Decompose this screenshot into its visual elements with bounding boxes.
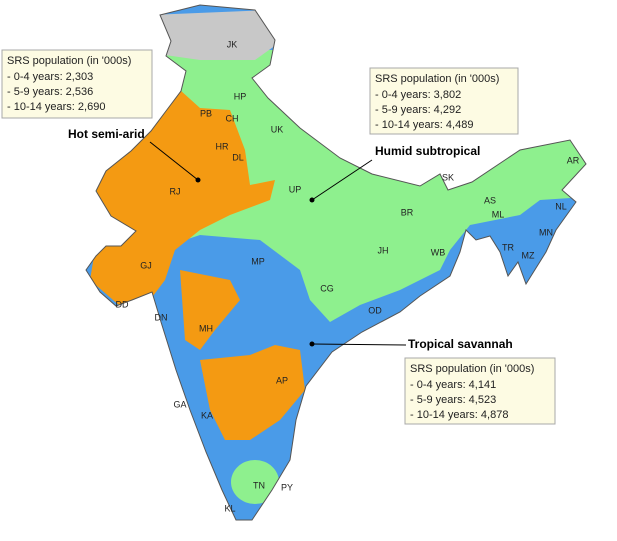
srs-line: - 5-9 years: 4,523 bbox=[410, 394, 496, 406]
state-label: OD bbox=[368, 305, 382, 315]
humid-subtropical-region bbox=[231, 460, 279, 504]
state-label: WB bbox=[431, 247, 446, 257]
srs-line: - 10-14 years: 4,878 bbox=[410, 409, 508, 421]
state-label: PY bbox=[281, 482, 293, 492]
zone-label: Hot semi-arid bbox=[68, 127, 145, 141]
state-label: BR bbox=[401, 207, 414, 217]
leader-dot bbox=[309, 197, 315, 203]
state-label: NL bbox=[555, 201, 567, 211]
state-label: MZ bbox=[522, 250, 535, 260]
srs-line: - 5-9 years: 4,292 bbox=[375, 104, 461, 116]
srs-line: - 0-4 years: 4,141 bbox=[410, 379, 496, 391]
zone-label: Humid subtropical bbox=[375, 144, 480, 158]
srs-heading: SRS population (in '000s) bbox=[7, 55, 131, 67]
state-label: DN bbox=[155, 312, 168, 322]
state-label: HR bbox=[216, 141, 229, 151]
srs-heading: SRS population (in '000s) bbox=[375, 73, 499, 85]
state-label: MP bbox=[251, 256, 265, 266]
jk-region bbox=[150, 10, 276, 60]
semi-arid-region bbox=[200, 345, 305, 440]
leader-line bbox=[149, 141, 199, 181]
state-label: MN bbox=[539, 227, 553, 237]
srs-heading: SRS population (in '000s) bbox=[410, 363, 534, 375]
state-label: TN bbox=[253, 480, 265, 490]
state-label: JH bbox=[378, 245, 389, 255]
india-outline bbox=[85, 4, 587, 521]
srs-line: - 5-9 years: 2,536 bbox=[7, 86, 93, 98]
state-label: JK bbox=[227, 39, 238, 49]
leader-line bbox=[311, 159, 373, 201]
srs-line: - 10-14 years: 4,489 bbox=[375, 119, 473, 131]
srs-box bbox=[404, 357, 556, 425]
state-label: AR bbox=[567, 155, 580, 165]
state-label: MH bbox=[199, 323, 213, 333]
semi-arid-region bbox=[180, 270, 240, 350]
state-label: GA bbox=[173, 399, 186, 409]
srs-box bbox=[1, 49, 153, 119]
leader-dot bbox=[195, 177, 201, 183]
state-label: CG bbox=[320, 283, 334, 293]
state-label: ML bbox=[492, 209, 505, 219]
leader-line bbox=[311, 343, 407, 346]
state-label: SK bbox=[442, 172, 454, 182]
state-label: KA bbox=[201, 410, 213, 420]
state-label: UK bbox=[271, 124, 284, 134]
state-label: AP bbox=[276, 375, 288, 385]
state-label: HP bbox=[234, 91, 247, 101]
state-label: DD bbox=[116, 299, 129, 309]
state-label: CH bbox=[226, 113, 239, 123]
state-label: KL bbox=[224, 503, 235, 513]
srs-line: - 0-4 years: 3,802 bbox=[375, 89, 461, 101]
state-label: TR bbox=[502, 242, 514, 252]
srs-line: - 0-4 years: 2,303 bbox=[7, 71, 93, 83]
state-label: PB bbox=[200, 108, 212, 118]
zone-label: Tropical savannah bbox=[408, 337, 513, 351]
state-label: AS bbox=[484, 195, 496, 205]
srs-box bbox=[369, 67, 519, 135]
leader-dot bbox=[309, 341, 315, 347]
srs-line: - 10-14 years: 2,690 bbox=[7, 101, 105, 113]
state-label: UP bbox=[289, 184, 302, 194]
state-label: DL bbox=[232, 152, 244, 162]
state-label: GJ bbox=[140, 260, 152, 270]
state-label: RJ bbox=[170, 186, 181, 196]
